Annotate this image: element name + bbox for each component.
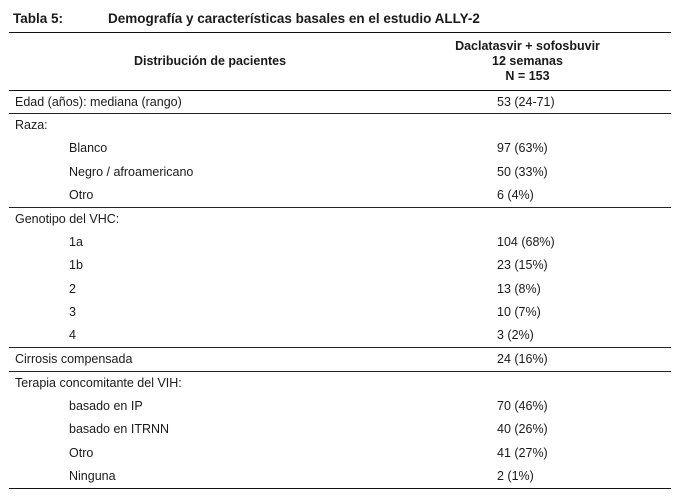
table-row: 3 10 (7%) [9,301,671,324]
table-row: 1a 104 (68%) [9,231,671,254]
row-label: Otro [69,188,94,202]
table-row: Raza: [9,113,671,138]
table-row: Edad (años): mediana (rango) 53 (24-71) [9,89,671,114]
section-label: Terapia concomitante del VIH: [9,370,384,395]
row-label: Blanco [69,141,108,156]
row-value: 53 (24-71) [384,89,671,114]
row-label: 3 [69,305,76,320]
row-value: 50 (33%) [497,164,548,179]
row-label: Edad (años): mediana (rango) [9,89,384,114]
table-row: 4 3 (2%) [9,324,671,347]
row-label: basado en ITRNN [69,422,170,437]
row-value [384,113,671,138]
table-row: Cirrosis compensada 24 (16%) [9,347,671,372]
row-value: 70 (46%) [497,398,548,413]
row-label: 2 [69,281,76,296]
row-label: Otro [69,445,94,460]
row-value: 97 (63%) [497,141,548,156]
table-number: Tabla 5: [13,11,64,26]
table-row: Ninguna 2 (1%) [9,464,671,489]
table-header-row: Distribución de pacientes Daclatasvir + … [9,32,671,91]
table-row: basado en ITRNN 40 (26%) [9,418,671,441]
row-label: Negro / afroamericano [69,164,194,179]
table-row: Otro 41 (27%) [9,441,671,464]
section-label: Genotipo del VHC: [9,206,384,231]
section-label: Raza: [9,113,384,138]
table-title: Demografía y características basales en … [108,11,480,26]
table-row: basado en IP 70 (46%) [9,395,671,418]
row-value [384,370,671,395]
row-label: Cirrosis compensada [9,347,384,372]
column-header-patients: Distribución de pacientes [9,32,384,91]
treatment-duration: 12 semanas [492,54,563,68]
table-caption: Tabla 5: Demografía y características bas… [13,8,480,30]
table-row: Blanco 97 (63%) [9,137,671,160]
row-value: 2 (1%) [384,464,671,489]
table-row: Negro / afroamericano 50 (33%) [9,161,671,184]
row-label: basado en IP [69,398,143,413]
row-value: 41 (27%) [497,445,548,460]
row-value: 3 (2%) [497,328,534,343]
table-row: 1b 23 (15%) [9,254,671,277]
row-value: 24 (16%) [384,347,671,372]
row-value: 23 (15%) [497,258,548,273]
row-value: 10 (7%) [497,305,541,320]
table-row: 2 13 (8%) [9,278,671,301]
column-header-treatment: Daclatasvir + sofosbuvir 12 semanas N = … [384,32,671,91]
table-row: Genotipo del VHC: [9,206,671,231]
treatment-n: N = 153 [505,69,550,83]
treatment-name: Daclatasvir + sofosbuvir [455,39,600,53]
row-value: 40 (26%) [497,422,548,437]
row-label: 4 [69,328,76,343]
table-row: Otro 6 (4%) [9,184,671,207]
row-value: 104 (68%) [497,235,555,250]
row-label: Ninguna [9,464,384,489]
row-value: 6 (4%) [497,188,534,202]
baseline-characteristics-table: Distribución de pacientes Daclatasvir + … [9,32,671,489]
row-value [384,206,671,231]
row-label: 1a [69,235,83,250]
row-value: 13 (8%) [497,281,541,296]
row-label: 1b [69,258,83,273]
table-row: Terapia concomitante del VIH: [9,370,671,395]
